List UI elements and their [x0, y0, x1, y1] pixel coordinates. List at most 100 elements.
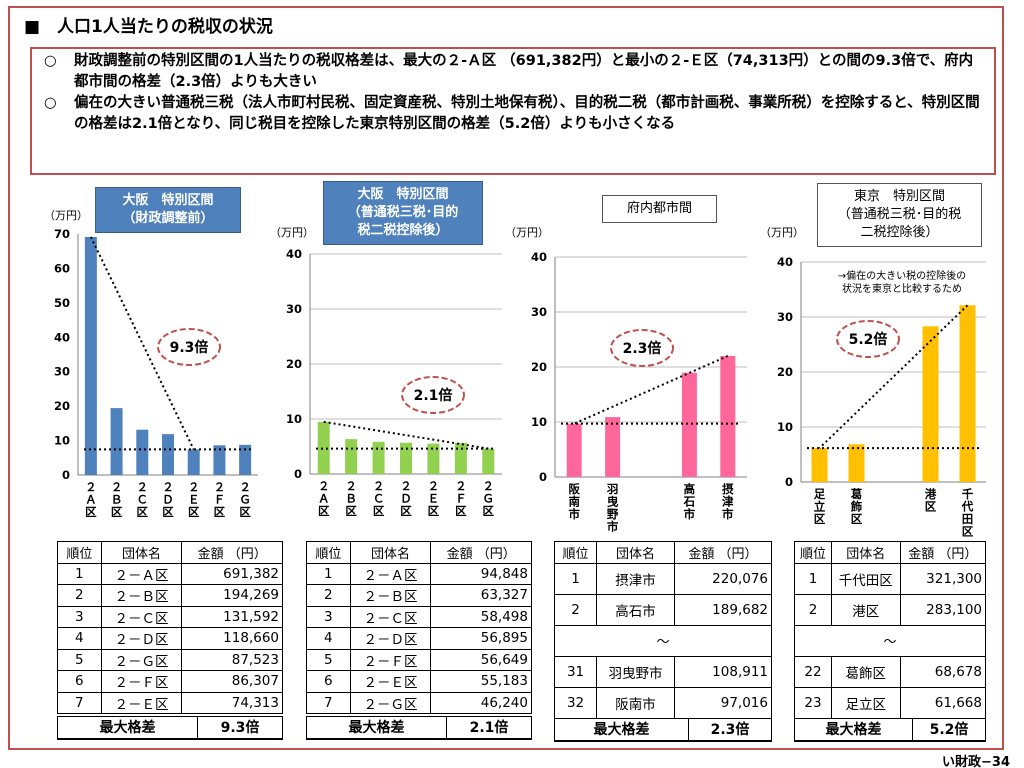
table-cell: 高石市	[596, 593, 675, 626]
chart4-note: →偏在の大きい税の控除後の 状況を東京と比較するため	[837, 271, 967, 295]
x-tick-label: 阪南市	[568, 482, 580, 521]
chart1-title: 大阪 特別区間 （財政調整前）	[95, 187, 241, 233]
max-gap-table-2: 最大格差 2.1倍	[306, 716, 532, 740]
y-tick-label: 40	[54, 330, 70, 344]
bar	[566, 423, 582, 477]
y-tick-label: 20	[54, 399, 70, 413]
y-tick-label: 10	[777, 420, 793, 434]
y-tick-label: 60	[54, 261, 70, 275]
x-tick-label: 摂津市	[722, 482, 734, 521]
chart-osaka-before: 0 10 20 30 40 50 60 70 ２Ａ区 ２Ｂ区 ２Ｃ区 ２Ｄ区 ２Ｅ区 ２Ｆ区 ２Ｇ区 9.3倍	[54, 227, 258, 519]
chart2-unit: （万円）	[270, 226, 314, 239]
x-tick-label: ２Ｃ区	[137, 480, 149, 519]
table-cell: 68,678	[899, 655, 987, 688]
table-cell: ２－Ｄ区	[100, 627, 183, 650]
max-gap-table-4: 最大格差 5.2倍	[794, 718, 986, 742]
table-row: 32 阪南市 97,016	[553, 686, 773, 719]
chart3-unit: （万円）	[505, 226, 549, 239]
table-cell: 7	[57, 691, 102, 714]
table-cell: 1	[553, 562, 598, 595]
table-header-row: 順位 団体名 金額 （円）	[306, 541, 532, 564]
table-cell: 58,498	[430, 605, 532, 628]
table-row: ～	[554, 624, 772, 657]
bullet-circle-icon: ○	[44, 95, 57, 111]
bar	[110, 408, 123, 475]
table-row: 23 足立区 61,668	[793, 686, 987, 719]
table-cell: 61,668	[899, 686, 987, 719]
max-gap-value: 5.2倍	[912, 718, 986, 742]
table-cell: ２－Ｇ区	[100, 648, 183, 671]
bar	[317, 421, 330, 474]
ranking-table-osaka-before: 順位 団体名 金額 （円） 1 ２－Ａ区 691,382 2 ２－Ｂ区 194,269 3 ２－Ｃ区…	[57, 541, 283, 714]
table-header-row: 順位 団体名 金額 （円）	[553, 541, 773, 564]
table-cell: 56,649	[430, 648, 532, 671]
table-cell: 足立区	[831, 686, 901, 719]
table-header-cell: 順位	[793, 541, 833, 564]
table-cell: ２－Ｇ区	[349, 691, 432, 714]
max-gap-label: 最大格差	[794, 718, 913, 742]
table-cell: ２－Ａ区	[100, 562, 183, 585]
table-row: 7 ２－Ｅ区 74,313	[57, 691, 283, 714]
table-cell: 691,382	[181, 562, 283, 585]
table-cell: 4	[57, 627, 102, 650]
table-cell: 108,911	[673, 655, 773, 688]
bar	[848, 444, 865, 482]
x-tick-label: ２Ｇ区	[239, 480, 251, 519]
y-tick-label: 20	[286, 357, 302, 371]
table-cell: 87,523	[181, 648, 283, 671]
y-tick-label: 0	[785, 475, 793, 489]
table-cell: ２－Ｃ区	[100, 605, 183, 628]
bar	[213, 445, 226, 475]
table-row: 31 羽曳野市 108,911	[553, 655, 773, 688]
table-cell: 2	[553, 593, 598, 626]
x-tick-label: 千代田区	[961, 487, 974, 539]
table-cell: 32	[553, 686, 598, 719]
y-tick-label: 10	[54, 434, 70, 448]
table-row: 2 ２－Ｂ区 194,269	[57, 584, 283, 607]
bar	[720, 355, 736, 477]
x-tick-label: ２Ｄ区	[400, 479, 412, 518]
table-row: 5 ２－Ｇ区 87,523	[57, 648, 283, 671]
ratio-oval	[610, 329, 674, 367]
y-tick-label: 40	[777, 255, 793, 269]
table-row: 7 ２－Ｇ区 46,240	[306, 691, 532, 714]
table-cell: 194,269	[181, 584, 283, 607]
bar	[162, 434, 174, 475]
table-row: 3 ２－Ｃ区 131,592	[57, 605, 283, 628]
table-cell: 5	[57, 648, 102, 671]
table-cell: ２－Ｃ区	[349, 605, 432, 628]
table-header-cell: 順位	[553, 541, 598, 564]
table-cell: 220,076	[673, 562, 773, 595]
table-row: 5 ２－Ｆ区 56,649	[306, 648, 532, 671]
table-cell: 2	[57, 584, 102, 607]
y-tick-label: 40	[531, 250, 547, 264]
table-cell: 1	[306, 562, 351, 585]
table-cell: 2	[793, 593, 833, 626]
page-title: ■ 人口1人当たりの税収の状況	[24, 17, 273, 37]
table-row: 2 ２－Ｂ区 63,327	[306, 584, 532, 607]
table-header-cell: 金額 （円）	[673, 541, 773, 564]
table-row: 1 ２－Ａ区 94,848	[306, 562, 532, 585]
x-tick-label: 足立区	[814, 487, 826, 526]
table-cell: 6	[306, 670, 351, 693]
bar	[922, 326, 939, 482]
x-tick-label: ２Ｃ区	[373, 479, 385, 518]
bar	[605, 417, 621, 477]
y-tick-label: 50	[54, 296, 70, 310]
max-min-dotted-line	[818, 304, 969, 449]
ratio-label: 9.3倍	[170, 339, 209, 356]
table-cell: 46,240	[430, 691, 532, 714]
max-gap-label: 最大格差	[306, 716, 447, 740]
table-cell: ２－Ｂ区	[349, 584, 432, 607]
bar	[345, 439, 358, 474]
table-header-cell: 団体名	[100, 541, 183, 564]
y-tick-label: 30	[531, 305, 547, 319]
table-cell: ２－Ｅ区	[100, 691, 183, 714]
table-cell: 56,895	[430, 627, 532, 650]
table-header-cell: 金額 （円）	[181, 541, 283, 564]
table-cell: 31	[553, 655, 598, 688]
bar	[482, 448, 495, 474]
table-cell: 94,848	[430, 562, 532, 585]
max-gap-label: 最大格差	[57, 716, 198, 740]
table-cell: 321,300	[899, 562, 987, 595]
